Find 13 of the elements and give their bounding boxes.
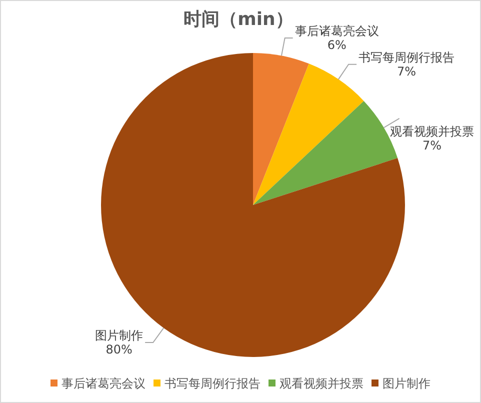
data-label: 80% xyxy=(106,342,132,357)
slice-label: 书写每周例行报告 xyxy=(358,50,455,64)
slice-label: 观看视频并投票 xyxy=(390,124,474,138)
legend-label: 事后诸葛亮会议 xyxy=(62,376,146,390)
slice-label: 图片制作 xyxy=(95,328,144,343)
slice-label: 事后诸葛亮会议 xyxy=(294,24,379,38)
legend-label: 观看视频并投票 xyxy=(280,376,364,390)
legend-label: 图片制作 xyxy=(382,376,430,390)
chart-title: 时间（min） xyxy=(184,9,294,30)
data-label: 6% xyxy=(327,38,346,52)
data-label: 7% xyxy=(422,138,442,152)
legend-label: 书写每周例行报告 xyxy=(164,376,260,390)
data-label: 7% xyxy=(397,64,416,78)
